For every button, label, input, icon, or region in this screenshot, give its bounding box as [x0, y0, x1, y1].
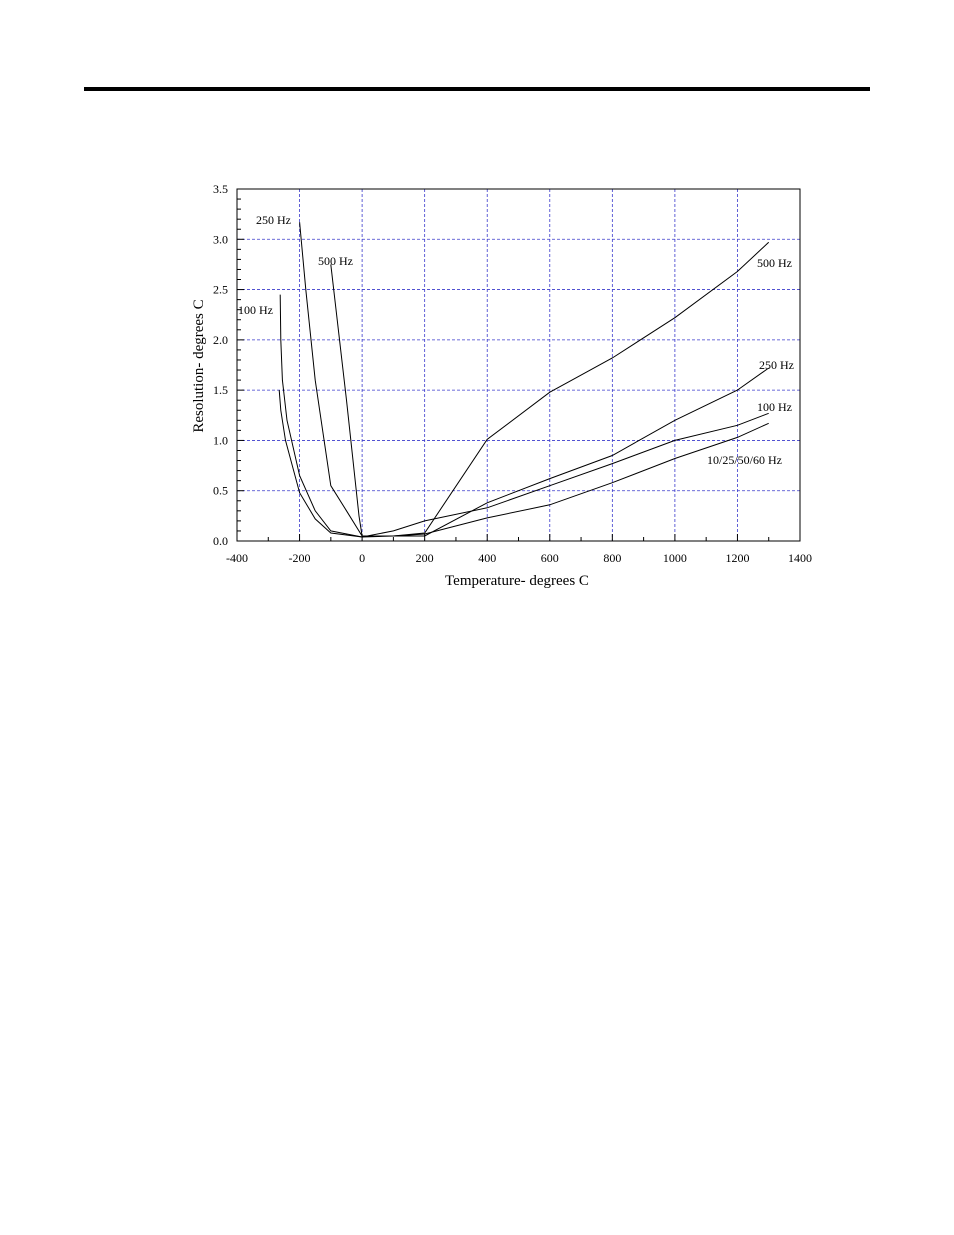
series-annotations: 250 Hz 500 Hz 100 Hz 500 Hz 250 Hz 100 Hz 10/2…: [238, 213, 794, 467]
series-line-250-hz: [299, 222, 769, 537]
axis-ticks: -400 -200 0 200 400 600 800 1000 1200 1400 0.0 0.5 1…: [213, 182, 812, 565]
y-tick-label: 1.5: [213, 383, 228, 397]
series-annotation-label: 500 Hz: [318, 254, 353, 268]
y-tick-label: 1.0: [213, 433, 228, 447]
y-axis-title: Resolution- degrees C: [191, 299, 207, 432]
series-line-100-hz: [279, 294, 769, 538]
y-tick-label: 0.5: [213, 484, 228, 498]
x-tick-label: 200: [416, 551, 434, 565]
series-annotation-label: 500 Hz: [757, 256, 792, 270]
x-tick-label: 1400: [788, 551, 812, 565]
x-tick-label: 800: [603, 551, 621, 565]
series-annotation-label: 10/25/50/60 Hz: [707, 453, 782, 467]
y-tick-label: 2.0: [213, 333, 228, 347]
series-line-500-hz: [330, 241, 770, 537]
x-tick-label: -400: [226, 551, 248, 565]
series-annotation-label: 100 Hz: [238, 303, 273, 317]
x-tick-label: 1200: [725, 551, 749, 565]
plot-frame: [236, 188, 801, 542]
x-tick-label: 400: [478, 551, 496, 565]
x-tick-label: 0: [359, 551, 365, 565]
y-tick-label: 3.0: [213, 232, 228, 246]
plot-border: [236, 188, 801, 542]
series-annotation-label: 250 Hz: [759, 358, 794, 372]
y-tick-label: 0.0: [213, 534, 228, 548]
grid: [237, 189, 800, 541]
series-annotation-label: 100 Hz: [757, 400, 792, 414]
x-tick-label: -200: [289, 551, 311, 565]
page-header-rule: [84, 87, 870, 91]
series-line-10-25-50-60-hz: [278, 390, 769, 538]
series-annotation-label: 250 Hz: [256, 213, 291, 227]
y-tick-label: 3.5: [213, 182, 228, 196]
x-tick-label: 600: [541, 551, 559, 565]
x-axis-title: Temperature- degrees C: [445, 573, 589, 589]
x-tick-label: 1000: [663, 551, 687, 565]
y-tick-label: 2.5: [213, 283, 228, 297]
series-lines: [278, 222, 770, 538]
